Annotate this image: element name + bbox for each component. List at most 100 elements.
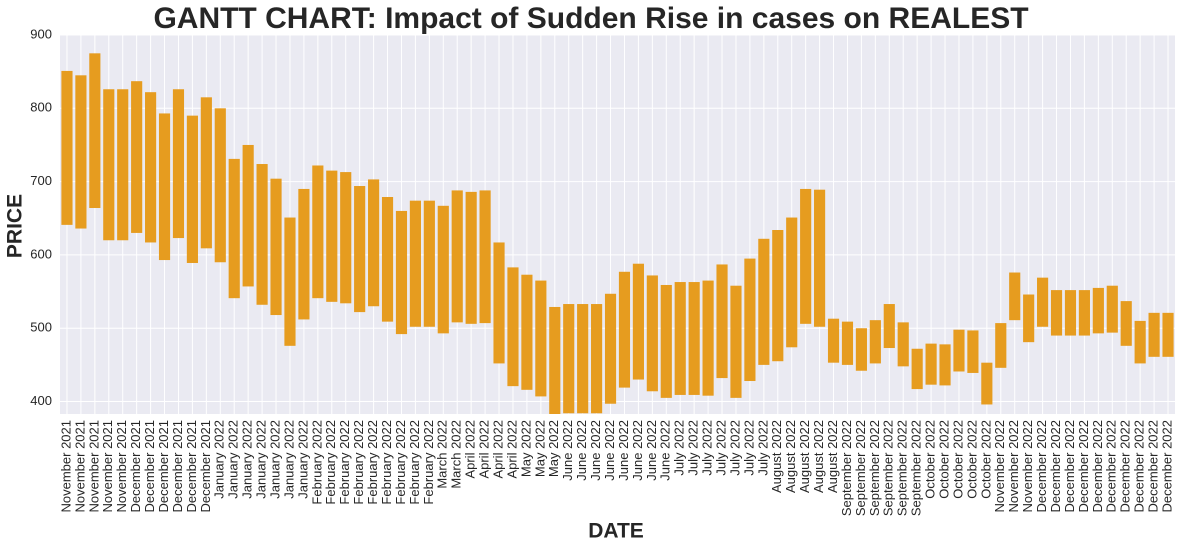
bar <box>1120 301 1132 346</box>
x-tick-label: June 2022 <box>588 420 603 481</box>
bar <box>577 304 589 414</box>
bar <box>618 271 631 388</box>
x-tick-label: January 2022 <box>212 420 227 499</box>
x-axis-label: DATE <box>588 520 644 543</box>
x-tick-label: January 2022 <box>281 420 296 499</box>
x-tick-label: August 2022 <box>797 420 812 493</box>
x-tick-label: February 2022 <box>393 420 408 505</box>
x-tick-label: December 2021 <box>142 420 157 513</box>
bar <box>604 293 617 404</box>
bar <box>326 170 338 302</box>
x-tick-label: February 2022 <box>407 420 422 505</box>
x-tick-label: May 2022 <box>532 420 547 477</box>
bar <box>632 263 644 380</box>
bar <box>758 238 770 365</box>
x-tick-label: January 2022 <box>254 420 269 499</box>
bar <box>814 189 826 327</box>
bar <box>507 267 519 387</box>
x-tick-label: December 2022 <box>1090 420 1105 513</box>
x-tick-label: March 2022 <box>449 420 464 489</box>
bar <box>995 323 1007 368</box>
bar <box>270 178 282 316</box>
bar <box>395 210 408 335</box>
x-tick-label: June 2022 <box>630 420 645 481</box>
bar <box>911 348 923 390</box>
x-tick-label: July 2022 <box>727 420 742 476</box>
bar <box>786 217 798 348</box>
x-tick-label: April 2022 <box>490 420 505 479</box>
bar <box>925 343 937 385</box>
y-tick-label: 500 <box>30 320 52 335</box>
x-tick-label: December 2022 <box>1076 420 1091 513</box>
bar <box>855 328 867 371</box>
x-tick-label: September 2022 <box>867 420 882 516</box>
bar <box>744 258 756 382</box>
bar <box>660 284 672 398</box>
x-tick-label: December 2021 <box>170 420 185 513</box>
bar <box>646 275 658 392</box>
x-tick-label: October 2022 <box>923 420 938 499</box>
x-tick-label: July 2022 <box>713 420 728 476</box>
bar <box>827 318 840 363</box>
y-tick-label: 600 <box>30 246 52 261</box>
bar <box>493 242 505 364</box>
x-tick-label: February 2022 <box>379 420 394 505</box>
x-tick-label: November 2022 <box>992 420 1007 513</box>
bar <box>702 280 714 396</box>
x-tick-label: December 2022 <box>1132 420 1147 513</box>
x-tick-label: December 2022 <box>1104 420 1119 513</box>
x-tick-label: December 2021 <box>128 420 143 513</box>
bar <box>61 70 73 225</box>
y-tick-label: 400 <box>30 393 52 408</box>
x-tick-label: October 2022 <box>936 420 951 499</box>
bar <box>953 329 965 372</box>
bar <box>1134 320 1146 364</box>
bar <box>1092 287 1104 334</box>
x-tick-label: December 2022 <box>1118 420 1133 513</box>
y-tick-label: 800 <box>30 100 52 115</box>
bars <box>61 53 1174 414</box>
x-tick-label: January 2022 <box>267 420 282 499</box>
bar <box>563 304 575 414</box>
x-tick-label: April 2022 <box>477 420 492 479</box>
x-tick-label: July 2022 <box>755 420 770 476</box>
bar <box>939 344 951 386</box>
bar <box>368 179 380 307</box>
bar <box>158 113 171 261</box>
x-tick-label: December 2021 <box>198 420 213 513</box>
bar <box>535 280 547 397</box>
x-tick-label: June 2022 <box>658 420 673 481</box>
x-tick-label: December 2022 <box>1146 420 1161 513</box>
x-tick-label: June 2022 <box>574 420 589 481</box>
bar <box>800 188 812 324</box>
x-tick-label: July 2022 <box>686 420 701 476</box>
y-axis-label: PRICE <box>4 194 27 258</box>
x-tick-label: November 2021 <box>58 420 73 513</box>
x-tick-label: April 2022 <box>504 420 519 479</box>
bar <box>841 321 854 365</box>
x-tick-label: December 2022 <box>1159 420 1174 513</box>
bar <box>688 282 700 395</box>
bar <box>549 306 561 414</box>
bar <box>1037 277 1049 327</box>
x-tick-label: July 2022 <box>700 420 715 476</box>
x-tick-label: August 2022 <box>811 420 826 493</box>
x-tick-label: August 2022 <box>825 420 840 493</box>
chart-title: GANTT CHART: Impact of Sudden Rise in ca… <box>153 2 1028 35</box>
bar <box>772 229 784 362</box>
x-tick-label: May 2022 <box>518 420 533 477</box>
y-tick-label: 900 <box>30 26 52 41</box>
x-tick-label: September 2022 <box>881 420 896 516</box>
x-tick-label: August 2022 <box>783 420 798 493</box>
x-tick-label: September 2022 <box>853 420 868 516</box>
bar <box>451 190 463 323</box>
bar <box>256 164 268 305</box>
bar <box>1009 272 1021 321</box>
y-tick-label: 700 <box>30 173 52 188</box>
x-tick-label: November 2022 <box>1006 420 1021 513</box>
bar <box>967 330 979 373</box>
bar <box>381 197 394 322</box>
bar <box>730 285 742 398</box>
x-tick-label: September 2022 <box>909 420 924 516</box>
x-tick-label: May 2022 <box>546 420 561 477</box>
